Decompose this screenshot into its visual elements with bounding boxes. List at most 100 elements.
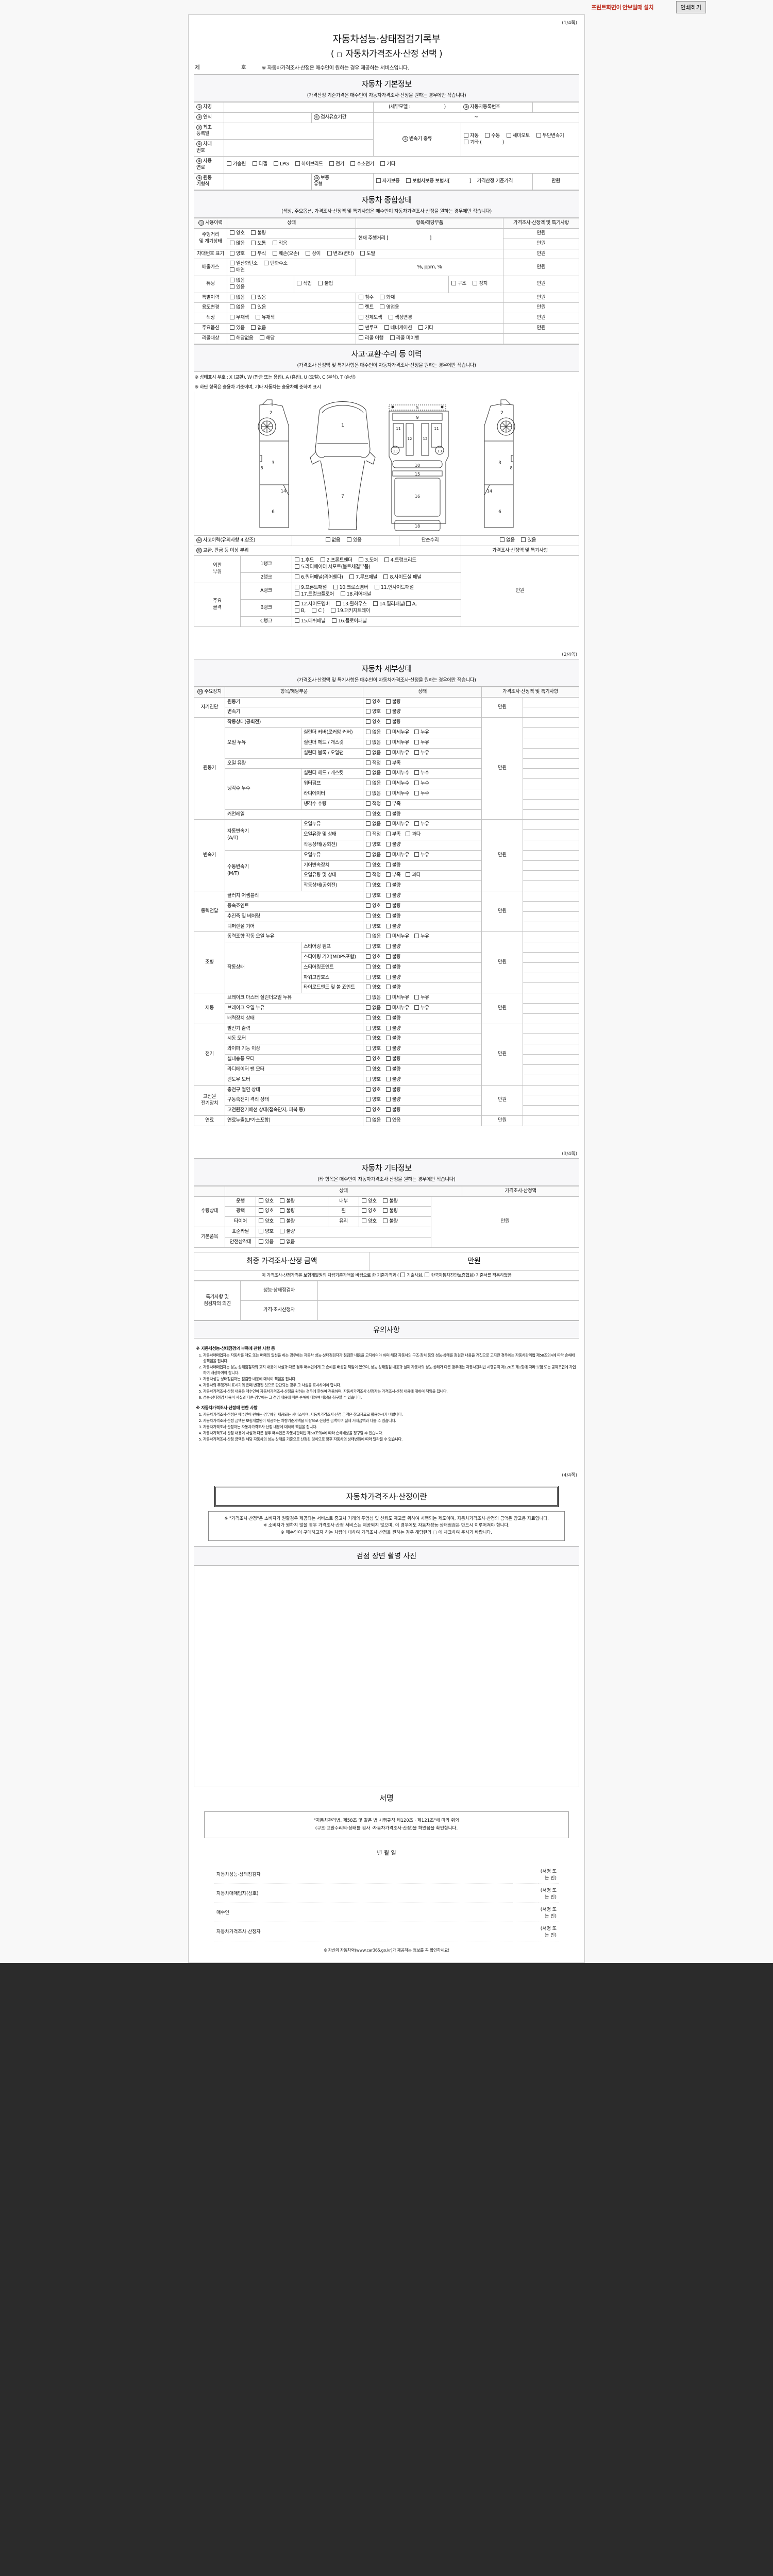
- checkbox-icon[interactable]: [380, 304, 385, 310]
- checkbox-icon[interactable]: [251, 294, 256, 299]
- opt-누유[interactable]: 누유: [414, 934, 429, 940]
- detail-remark-cell[interactable]: [523, 901, 579, 912]
- signature-date-line[interactable]: 년 월 일: [377, 1849, 396, 1856]
- opt-manual-good[interactable]: 양호: [258, 1229, 274, 1235]
- checkbox-icon[interactable]: [366, 1107, 371, 1112]
- checkbox-icon[interactable]: [366, 913, 371, 918]
- opt-불량[interactable]: 불량: [385, 1087, 401, 1094]
- checkbox-icon[interactable]: [230, 315, 234, 320]
- remark-row1-value[interactable]: [317, 1281, 579, 1301]
- opt-vin-altered[interactable]: 변조(변타): [327, 250, 354, 258]
- remark-row2-value[interactable]: [317, 1300, 579, 1320]
- checkbox-icon[interactable]: [366, 832, 371, 837]
- cell-car-name-value[interactable]: [224, 102, 374, 113]
- checkbox-icon[interactable]: [359, 325, 363, 330]
- cell-base-price-value[interactable]: 만원: [532, 173, 579, 191]
- opt-options-etc[interactable]: 기타: [418, 325, 433, 332]
- opt-누유[interactable]: 누유: [414, 852, 429, 859]
- cell-price-5[interactable]: 만원: [503, 276, 579, 293]
- opt-recall-yes[interactable]: 해당: [259, 335, 275, 342]
- part-quarter-panel[interactable]: 6.쿼터패널(리어휀다): [294, 574, 343, 581]
- opt-없음[interactable]: 없음: [365, 790, 381, 798]
- checkbox-icon[interactable]: [521, 537, 526, 542]
- checkbox-icon[interactable]: [414, 1005, 419, 1010]
- detail-remark-cell[interactable]: [523, 962, 579, 973]
- opt-불량[interactable]: 불량: [385, 1076, 401, 1083]
- detail-price-cell[interactable]: 만원: [481, 931, 523, 994]
- opt-불량[interactable]: 불량: [385, 1046, 401, 1053]
- opt-양호[interactable]: 양호: [365, 883, 381, 889]
- detail-remark-cell[interactable]: [523, 768, 579, 779]
- opt-vin-good[interactable]: 양호: [229, 250, 245, 258]
- opt-누수[interactable]: 누수: [414, 781, 429, 787]
- checkbox-icon[interactable]: [252, 161, 257, 166]
- detail-remark-cell[interactable]: [523, 697, 579, 708]
- checkbox-icon[interactable]: [366, 781, 371, 786]
- checkbox-icon[interactable]: [295, 557, 299, 563]
- checkbox-icon[interactable]: [366, 719, 371, 724]
- checkbox-icon[interactable]: [295, 601, 299, 606]
- part-radiator-support[interactable]: 5.라디에이터 서포트(볼트체결부품): [294, 564, 371, 571]
- opt-미세누유[interactable]: 미세누유: [385, 852, 409, 859]
- opt-미세누수[interactable]: 미세누수: [385, 770, 409, 777]
- checkbox-icon[interactable]: [366, 954, 371, 959]
- checkbox-icon[interactable]: [272, 240, 277, 245]
- checkbox-icon[interactable]: [385, 872, 391, 877]
- checkbox-icon[interactable]: [230, 250, 234, 256]
- checkbox-icon[interactable]: [385, 1066, 391, 1071]
- opt-chromatic[interactable]: 유채색: [255, 315, 275, 321]
- opt-없음[interactable]: 없음: [365, 750, 381, 757]
- fuel-opt-hybrid[interactable]: 하이브리드: [295, 161, 323, 168]
- checkbox-icon[interactable]: [464, 139, 468, 144]
- checkbox-icon[interactable]: [230, 278, 234, 282]
- checkbox-icon[interactable]: [385, 923, 391, 928]
- checkbox-icon[interactable]: [385, 954, 391, 959]
- opt-polish-bad[interactable]: 불량: [279, 1208, 295, 1215]
- checkbox-icon[interactable]: [385, 801, 391, 806]
- opt-누유[interactable]: 누유: [414, 730, 429, 736]
- cell-price-7[interactable]: 만원: [503, 302, 579, 314]
- cell-exchange-price[interactable]: 만원: [461, 555, 579, 627]
- checkbox-icon[interactable]: [264, 261, 269, 266]
- checkbox-icon[interactable]: [485, 132, 490, 138]
- checkbox-icon[interactable]: [385, 719, 391, 724]
- checkbox-icon[interactable]: [230, 261, 234, 266]
- checkbox-icon[interactable]: [359, 315, 363, 320]
- opt-양호[interactable]: 양호: [365, 1056, 381, 1063]
- checkbox-icon[interactable]: [280, 1218, 285, 1224]
- checkbox-icon[interactable]: [325, 537, 330, 542]
- checkbox-icon[interactable]: [406, 178, 411, 183]
- detail-remark-cell[interactable]: [523, 860, 579, 871]
- opt-불량[interactable]: 불량: [385, 1015, 401, 1022]
- detail-price-cell[interactable]: 만원: [481, 891, 523, 933]
- opt-tire-good[interactable]: 양호: [258, 1218, 274, 1225]
- trans-opt-auto[interactable]: 자동: [463, 132, 479, 140]
- checkbox-icon-engineer-society[interactable]: [400, 1272, 406, 1277]
- checkbox-icon[interactable]: [366, 944, 371, 949]
- checkbox-icon[interactable]: [362, 1208, 366, 1213]
- price-survey-checkbox[interactable]: [337, 53, 342, 57]
- checkbox-icon[interactable]: [385, 974, 391, 979]
- part-inside-panel[interactable]: 11.인사이드패널: [374, 584, 414, 591]
- part-trunk-floor[interactable]: 17.트렁크플로어: [294, 591, 334, 598]
- opt-양호[interactable]: 양호: [365, 974, 381, 981]
- checkbox-icon[interactable]: [259, 1229, 263, 1233]
- opt-rental[interactable]: 렌트: [358, 304, 374, 311]
- opt-fire[interactable]: 화재: [379, 294, 395, 301]
- opt-usage-yes[interactable]: 있음: [250, 304, 266, 311]
- detail-remark-cell[interactable]: [523, 911, 579, 922]
- opt-불량[interactable]: 불량: [385, 883, 401, 889]
- opt-미세누유[interactable]: 미세누유: [385, 821, 409, 828]
- checkbox-icon[interactable]: [280, 1208, 285, 1213]
- opt-불량[interactable]: 불량: [385, 974, 401, 981]
- checkbox-icon[interactable]: [255, 315, 260, 320]
- checkbox-icon[interactable]: [251, 325, 256, 330]
- checkbox-icon[interactable]: [374, 584, 379, 589]
- checkbox-icon[interactable]: [380, 294, 385, 299]
- cell-price-4[interactable]: 만원: [503, 259, 579, 276]
- checkbox-icon[interactable]: [340, 591, 345, 596]
- checkbox-icon[interactable]: [385, 1036, 391, 1041]
- opt-누유[interactable]: 누유: [414, 750, 429, 757]
- opt-tuning-device[interactable]: 장치: [472, 281, 488, 287]
- trans-opt-cvt[interactable]: 무단변속기: [536, 132, 564, 140]
